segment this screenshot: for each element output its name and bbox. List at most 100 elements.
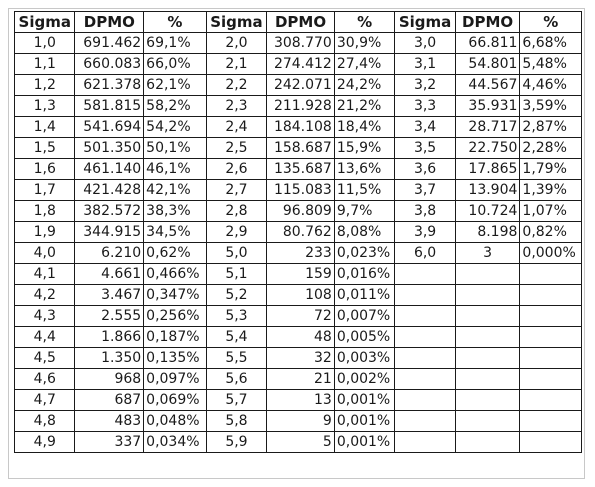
cell-dpmo: 17.865: [454, 158, 521, 180]
cell-dpmo: 1.350: [74, 347, 145, 369]
cell-percent: 0,016%: [333, 263, 396, 285]
cell-sigma: 1,1: [13, 53, 76, 75]
cell-sigma: 5,1: [205, 263, 268, 285]
cell-percent: [519, 389, 582, 411]
cell-percent: 0,011%: [333, 284, 396, 306]
cell-dpmo: [454, 431, 521, 453]
cell-percent: [519, 284, 582, 306]
table-row: 4,8 483 0,048% 5,8 9 0,001%: [13, 410, 582, 432]
cell-percent: [519, 431, 582, 453]
cell-sigma: 3,5: [394, 137, 456, 159]
cell-percent: 3,59%: [519, 95, 582, 117]
cell-percent: 0,023%: [333, 242, 396, 264]
cell-sigma: [394, 263, 456, 285]
cell-dpmo: 135.687: [266, 158, 335, 180]
table-row: 4,9 337 0,034% 5,9 5 0,001%: [13, 431, 582, 453]
cell-sigma: 2,7: [205, 179, 268, 201]
cell-dpmo: 233: [266, 242, 335, 264]
cell-sigma: 3,9: [394, 221, 456, 243]
cell-dpmo: 687: [74, 389, 145, 411]
cell-dpmo: 308.770: [266, 32, 335, 54]
cell-percent: 2,28%: [519, 137, 582, 159]
cell-sigma: 3,2: [394, 74, 456, 96]
cell-dpmo: 5: [266, 431, 335, 453]
cell-percent: 46,1%: [143, 158, 207, 180]
cell-dpmo: 660.083: [74, 53, 145, 75]
cell-percent: 0,005%: [333, 326, 396, 348]
cell-percent: 0,000%: [519, 242, 582, 264]
cell-dpmo: 32: [266, 347, 335, 369]
cell-sigma: [394, 305, 456, 327]
cell-dpmo: 48: [266, 326, 335, 348]
cell-dpmo: 621.378: [74, 74, 145, 96]
cell-percent: 8,08%: [333, 221, 396, 243]
cell-dpmo: 54.801: [454, 53, 521, 75]
cell-dpmo: 21: [266, 368, 335, 390]
table-row: 1,4 541.694 54,2% 2,4 184.108 18,4% 3,4 28.717 2…: [13, 116, 582, 138]
cell-sigma: 3,6: [394, 158, 456, 180]
cell-percent: 1,39%: [519, 179, 582, 201]
table-row: 4,3 2.555 0,256% 5,3 72 0,007%: [13, 305, 582, 327]
cell-sigma: 6,0: [394, 242, 456, 264]
cell-percent: [519, 305, 582, 327]
header-sigma: Sigma: [13, 11, 76, 33]
cell-sigma: 2,4: [205, 116, 268, 138]
cell-dpmo: 242.071: [266, 74, 335, 96]
cell-percent: 5,48%: [519, 53, 582, 75]
cell-sigma: 5,5: [205, 347, 268, 369]
cell-dpmo: [454, 410, 521, 432]
header-percent: %: [333, 11, 396, 33]
cell-sigma: [394, 431, 456, 453]
cell-dpmo: 211.928: [266, 95, 335, 117]
cell-dpmo: 483: [74, 410, 145, 432]
cell-sigma: 5,6: [205, 368, 268, 390]
header-dpmo: DPMO: [266, 11, 335, 33]
cell-dpmo: [454, 389, 521, 411]
cell-percent: 69,1%: [143, 32, 207, 54]
cell-dpmo: 344.915: [74, 221, 145, 243]
table-row: 1,8 382.572 38,3% 2,8 96.809 9,7% 3,8 10.724 1,0…: [13, 200, 582, 222]
cell-sigma: 3,1: [394, 53, 456, 75]
header-sigma: Sigma: [205, 11, 268, 33]
header-dpmo: DPMO: [454, 11, 521, 33]
cell-sigma: 1,0: [13, 32, 76, 54]
cell-dpmo: 96.809: [266, 200, 335, 222]
cell-percent: 0,001%: [333, 431, 396, 453]
cell-dpmo: 8.198: [454, 221, 521, 243]
header-percent: %: [519, 11, 582, 33]
cell-sigma: 5,8: [205, 410, 268, 432]
cell-dpmo: 108: [266, 284, 335, 306]
cell-dpmo: 968: [74, 368, 145, 390]
table-row: 4,4 1.866 0,187% 5,4 48 0,005%: [13, 326, 582, 348]
cell-sigma: 1,7: [13, 179, 76, 201]
cell-dpmo: [454, 284, 521, 306]
cell-dpmo: 28.717: [454, 116, 521, 138]
cell-dpmo: 274.412: [266, 53, 335, 75]
cell-percent: [519, 368, 582, 390]
table-row: 4,7 687 0,069% 5,7 13 0,001%: [13, 389, 582, 411]
cell-sigma: 2,8: [205, 200, 268, 222]
cell-sigma: 1,2: [13, 74, 76, 96]
cell-percent: 0,256%: [143, 305, 207, 327]
cell-dpmo: 22.750: [454, 137, 521, 159]
cell-sigma: 4,5: [13, 347, 76, 369]
cell-percent: 54,2%: [143, 116, 207, 138]
cell-dpmo: 80.762: [266, 221, 335, 243]
cell-dpmo: 159: [266, 263, 335, 285]
cell-dpmo: 3.467: [74, 284, 145, 306]
cell-dpmo: 158.687: [266, 137, 335, 159]
cell-sigma: 3,4: [394, 116, 456, 138]
cell-sigma: [394, 326, 456, 348]
cell-sigma: 3,7: [394, 179, 456, 201]
cell-sigma: 2,0: [205, 32, 268, 54]
cell-percent: 34,5%: [143, 221, 207, 243]
cell-sigma: 1,3: [13, 95, 76, 117]
cell-sigma: 2,6: [205, 158, 268, 180]
cell-sigma: 3,8: [394, 200, 456, 222]
cell-percent: 0,62%: [143, 242, 207, 264]
cell-sigma: [394, 347, 456, 369]
cell-sigma: 5,2: [205, 284, 268, 306]
table-row: 4,1 4.661 0,466% 5,1 159 0,016%: [13, 263, 582, 285]
cell-sigma: 5,9: [205, 431, 268, 453]
table-frame: [8, 8, 585, 479]
